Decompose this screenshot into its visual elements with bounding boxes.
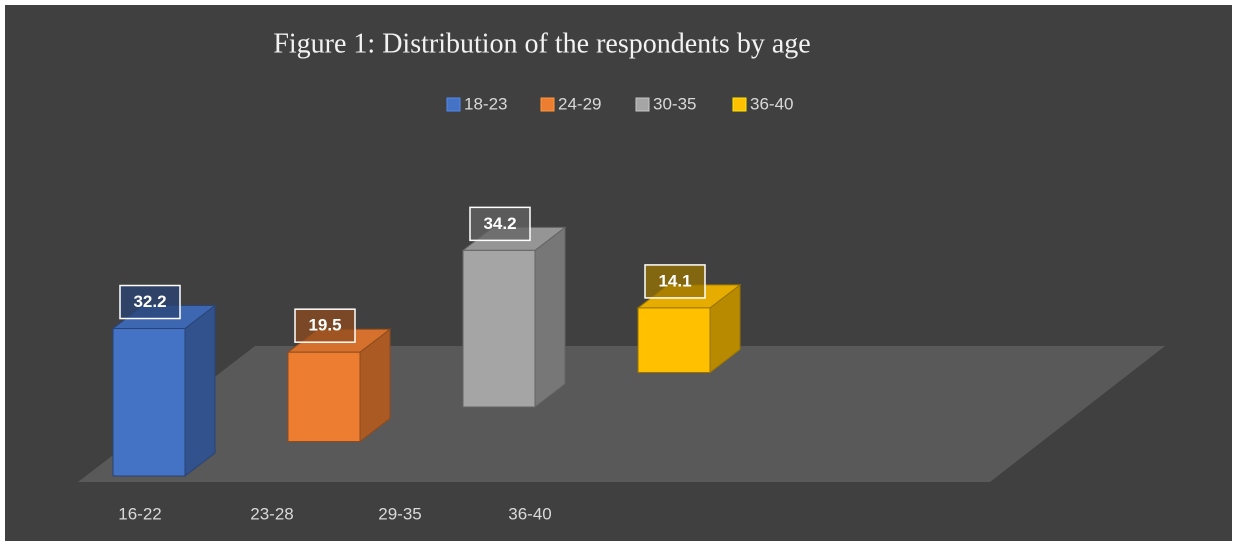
legend-label: 18-23 [464,94,507,113]
bar [112,328,186,477]
value-label: 19.5 [308,316,341,335]
legend-label: 30-35 [653,94,696,113]
x-tick-label: 36-40 [508,504,551,523]
bar-side [534,226,566,409]
bar-side [184,304,216,478]
bar [287,351,361,442]
value-label-box [644,264,706,299]
legend-swatch [540,97,555,112]
legend-label: 24-29 [558,94,601,113]
chart-title: Figure 1: Distribution of the respondent… [273,28,810,59]
x-tick-label: 29-35 [378,504,421,523]
value-label-box [294,308,356,343]
bar [637,307,711,373]
value-label: 34.2 [483,214,516,233]
floor [78,346,1165,482]
value-label-box [469,206,531,242]
legend-label: 36-40 [750,94,793,113]
x-tick-label: 23-28 [250,504,293,523]
bar [462,249,536,408]
x-tick-label: 16-22 [118,504,161,523]
legend-swatch [446,97,461,112]
legend-swatch [732,97,747,112]
value-label: 14.1 [658,271,691,290]
legend-swatch [635,97,650,112]
value-label-box [119,284,181,320]
value-label: 32.2 [133,292,166,311]
